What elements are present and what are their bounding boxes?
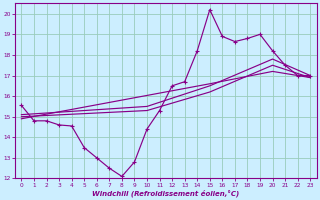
X-axis label: Windchill (Refroidissement éolien,°C): Windchill (Refroidissement éolien,°C)	[92, 189, 239, 197]
